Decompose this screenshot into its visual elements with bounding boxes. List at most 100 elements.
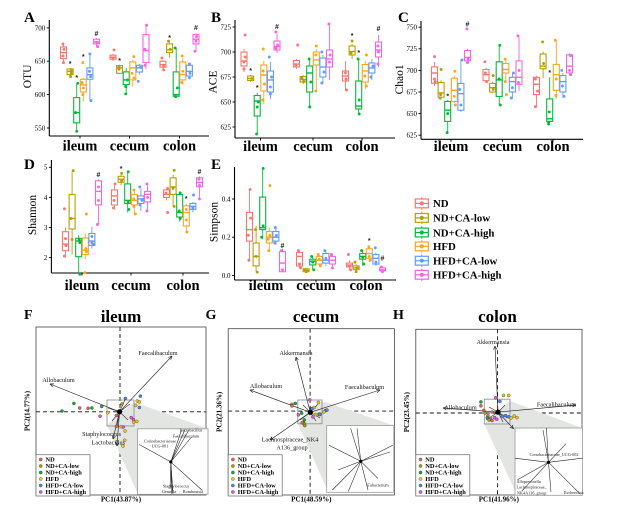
svg-text:ND+CA-low: ND+CA-low: [425, 463, 459, 470]
svg-text:Allobaculum: Allobaculum: [250, 383, 282, 390]
svg-text:*: *: [75, 75, 78, 82]
svg-text:ND+CA-low: ND+CA-low: [238, 463, 272, 470]
svg-text:colon: colon: [345, 139, 378, 155]
svg-text:0.2: 0.2: [222, 234, 231, 242]
svg-text:B: B: [211, 10, 221, 26]
svg-text:625: 625: [221, 123, 232, 131]
svg-text:ND: ND: [46, 457, 56, 464]
svg-text:700: 700: [221, 48, 232, 56]
svg-text:PC2(14.77%): PC2(14.77%): [24, 390, 32, 431]
svg-text:#: #: [381, 255, 385, 262]
svg-text:Faecalibaculum: Faecalibaculum: [345, 384, 384, 391]
svg-text:*: *: [69, 61, 72, 68]
svg-text:Faecalibaculum: Faecalibaculum: [138, 350, 177, 357]
svg-text:HFD+CA-high: HFD+CA-high: [425, 489, 466, 496]
svg-text:Alloprevotella: Alloprevotella: [517, 479, 541, 484]
svg-text:PC1(48.59%): PC1(48.59%): [291, 496, 332, 504]
svg-text:HFD+CA-high: HFD+CA-high: [46, 489, 87, 496]
svg-text:HFD: HFD: [433, 241, 456, 253]
svg-text:Coriobacteriaceae_UCG-002: Coriobacteriaceae_UCG-002: [530, 452, 579, 457]
svg-text:ileum: ileum: [101, 307, 142, 326]
svg-text:Akkermansia: Akkermansia: [477, 339, 510, 346]
svg-text:Escherichia: Escherichia: [564, 490, 584, 495]
svg-text:750: 750: [407, 24, 418, 32]
svg-text:HFD+CA-high: HFD+CA-high: [433, 270, 502, 282]
svg-text:650: 650: [221, 98, 232, 106]
svg-text:2: 2: [44, 254, 48, 262]
svg-text:Lactobacillus: Lactobacillus: [180, 428, 203, 433]
svg-text:Lachnospiraceae_NK4: Lachnospiraceae_NK4: [262, 437, 319, 444]
svg-text:*: *: [368, 238, 371, 245]
svg-text:#: #: [95, 31, 99, 38]
svg-text:ND+CA-low: ND+CA-low: [46, 463, 80, 470]
svg-text:cecum: cecum: [293, 139, 332, 155]
svg-text:#: #: [194, 25, 198, 32]
svg-text:G: G: [206, 308, 217, 323]
svg-text:550: 550: [35, 124, 46, 132]
svg-text:ileum: ileum: [65, 278, 100, 294]
svg-text:ileum: ileum: [63, 139, 98, 155]
svg-text:colon: colon: [166, 278, 199, 294]
svg-text:650: 650: [35, 58, 46, 66]
svg-text:ND+CA-high: ND+CA-high: [238, 470, 275, 477]
svg-text:*: *: [548, 70, 551, 77]
svg-text:*: *: [256, 85, 259, 92]
svg-text:HFD+CA-high: HFD+CA-high: [238, 489, 279, 496]
svg-text:Faecalibaculum: Faecalibaculum: [537, 402, 576, 409]
svg-text:ND+CA-high: ND+CA-high: [433, 227, 494, 239]
svg-text:600: 600: [35, 91, 46, 99]
svg-text:OTU: OTU: [22, 64, 34, 88]
svg-text:HFD: HFD: [238, 476, 252, 483]
svg-text:Shannon: Shannon: [27, 195, 39, 236]
svg-text:0.0: 0.0: [222, 272, 231, 280]
svg-text:Simpson: Simpson: [209, 202, 221, 243]
svg-text:*: *: [82, 54, 85, 61]
svg-text:ND: ND: [238, 457, 248, 464]
svg-text:#: #: [377, 26, 381, 33]
svg-text:C: C: [398, 10, 409, 26]
svg-text:Eubacterium: Eubacterium: [367, 483, 389, 488]
svg-text:675: 675: [407, 88, 418, 96]
svg-text:D: D: [24, 157, 35, 173]
svg-text:Romboutsia: Romboutsia: [183, 489, 203, 494]
svg-text:HFD: HFD: [46, 476, 60, 483]
svg-text:725: 725: [407, 45, 418, 53]
svg-text:ND+CA-high: ND+CA-high: [46, 470, 83, 477]
svg-text:ACE: ACE: [208, 71, 220, 94]
svg-text:700: 700: [407, 67, 418, 75]
svg-text:ND+CA-low: ND+CA-low: [433, 213, 490, 225]
svg-text:A136_group: A136_group: [276, 445, 307, 452]
svg-text:*: *: [357, 50, 360, 57]
svg-text:F: F: [24, 308, 33, 323]
svg-text:colon: colon: [349, 278, 382, 294]
svg-text:3: 3: [44, 224, 48, 232]
svg-text:Allobaculum: Allobaculum: [42, 377, 74, 384]
svg-text:*: *: [249, 68, 252, 75]
svg-text:*: *: [120, 166, 123, 173]
svg-text:#: #: [466, 22, 470, 29]
svg-text:cecum: cecum: [483, 139, 522, 155]
svg-text:HFD+CA-low: HFD+CA-low: [46, 483, 84, 490]
svg-text:Staphylococcus: Staphylococcus: [82, 431, 121, 438]
svg-text:*: *: [118, 58, 121, 65]
svg-text:cecum: cecum: [296, 278, 335, 294]
svg-text:*: *: [185, 196, 188, 203]
svg-text:725: 725: [221, 23, 232, 31]
svg-text:colon: colon: [536, 139, 569, 155]
svg-text:*: *: [446, 93, 449, 100]
svg-text:ileum: ileum: [243, 139, 278, 155]
svg-text:625: 625: [407, 132, 418, 140]
svg-text:HFD: HFD: [425, 476, 439, 483]
svg-text:HFD+CA-low: HFD+CA-low: [433, 256, 498, 268]
svg-text:cecum: cecum: [110, 139, 149, 155]
svg-text:700: 700: [35, 24, 46, 32]
svg-text:ND: ND: [433, 198, 449, 210]
svg-text:*: *: [351, 33, 354, 40]
svg-text:4: 4: [44, 194, 48, 202]
svg-text:colon: colon: [478, 307, 517, 326]
svg-text:UCG-001: UCG-001: [152, 444, 169, 449]
svg-text:NK4A136_group: NK4A136_group: [517, 490, 546, 495]
svg-text:PC2(23.45%): PC2(23.45%): [403, 391, 411, 432]
svg-text:#: #: [275, 24, 279, 31]
svg-text:Lactobacillus: Lactobacillus: [92, 440, 126, 447]
